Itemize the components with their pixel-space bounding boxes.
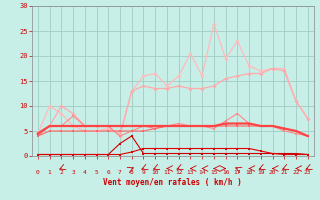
X-axis label: Vent moyen/en rafales ( km/h ): Vent moyen/en rafales ( km/h ) xyxy=(103,178,242,187)
